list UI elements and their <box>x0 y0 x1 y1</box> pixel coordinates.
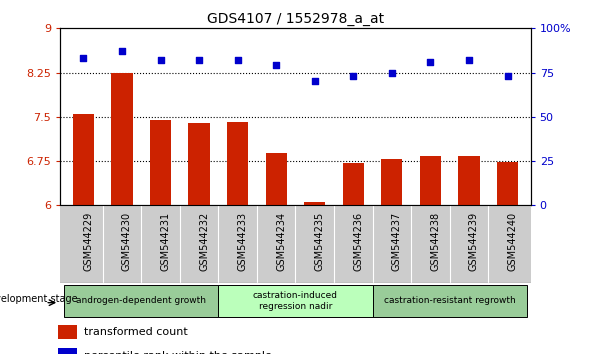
Bar <box>58 348 77 354</box>
Bar <box>420 156 441 205</box>
FancyBboxPatch shape <box>373 285 527 317</box>
Bar <box>73 114 94 205</box>
Bar <box>343 163 364 205</box>
Text: androgen-dependent growth: androgen-dependent growth <box>76 296 206 306</box>
Point <box>464 57 474 63</box>
Point <box>194 57 204 63</box>
Text: transformed count: transformed count <box>84 327 188 337</box>
Bar <box>58 325 77 339</box>
Bar <box>265 153 287 205</box>
Bar <box>497 162 518 205</box>
Point <box>503 73 513 79</box>
Point <box>78 56 88 61</box>
Text: GSM544230: GSM544230 <box>122 212 132 271</box>
Text: GSM544229: GSM544229 <box>83 212 93 271</box>
Point <box>117 48 127 54</box>
Bar <box>304 202 326 205</box>
Title: GDS4107 / 1552978_a_at: GDS4107 / 1552978_a_at <box>207 12 384 26</box>
Text: GSM544237: GSM544237 <box>392 212 402 271</box>
Text: GSM544233: GSM544233 <box>238 212 248 271</box>
Point <box>349 73 358 79</box>
Point <box>156 57 165 63</box>
Bar <box>150 120 171 205</box>
Bar <box>458 156 479 205</box>
Bar <box>227 121 248 205</box>
Text: GSM544236: GSM544236 <box>353 212 363 271</box>
Text: GSM544240: GSM544240 <box>508 212 517 271</box>
Bar <box>189 123 210 205</box>
Point <box>426 59 435 65</box>
Text: percentile rank within the sample: percentile rank within the sample <box>84 351 273 354</box>
Bar <box>112 73 133 205</box>
Text: GSM544239: GSM544239 <box>469 212 479 271</box>
Point <box>387 70 397 75</box>
Point <box>310 79 320 84</box>
FancyBboxPatch shape <box>64 285 218 317</box>
Text: GSM544235: GSM544235 <box>315 212 325 271</box>
Text: GSM544231: GSM544231 <box>160 212 171 271</box>
Point <box>233 57 242 63</box>
Text: GSM544238: GSM544238 <box>431 212 440 271</box>
FancyBboxPatch shape <box>218 285 373 317</box>
Bar <box>381 159 402 205</box>
Text: castration-induced
regression nadir: castration-induced regression nadir <box>253 291 338 310</box>
Text: castration-resistant regrowth: castration-resistant regrowth <box>384 296 516 306</box>
Text: GSM544234: GSM544234 <box>276 212 286 271</box>
Point <box>271 63 281 68</box>
Text: development stage: development stage <box>0 294 77 304</box>
Text: GSM544232: GSM544232 <box>199 212 209 271</box>
